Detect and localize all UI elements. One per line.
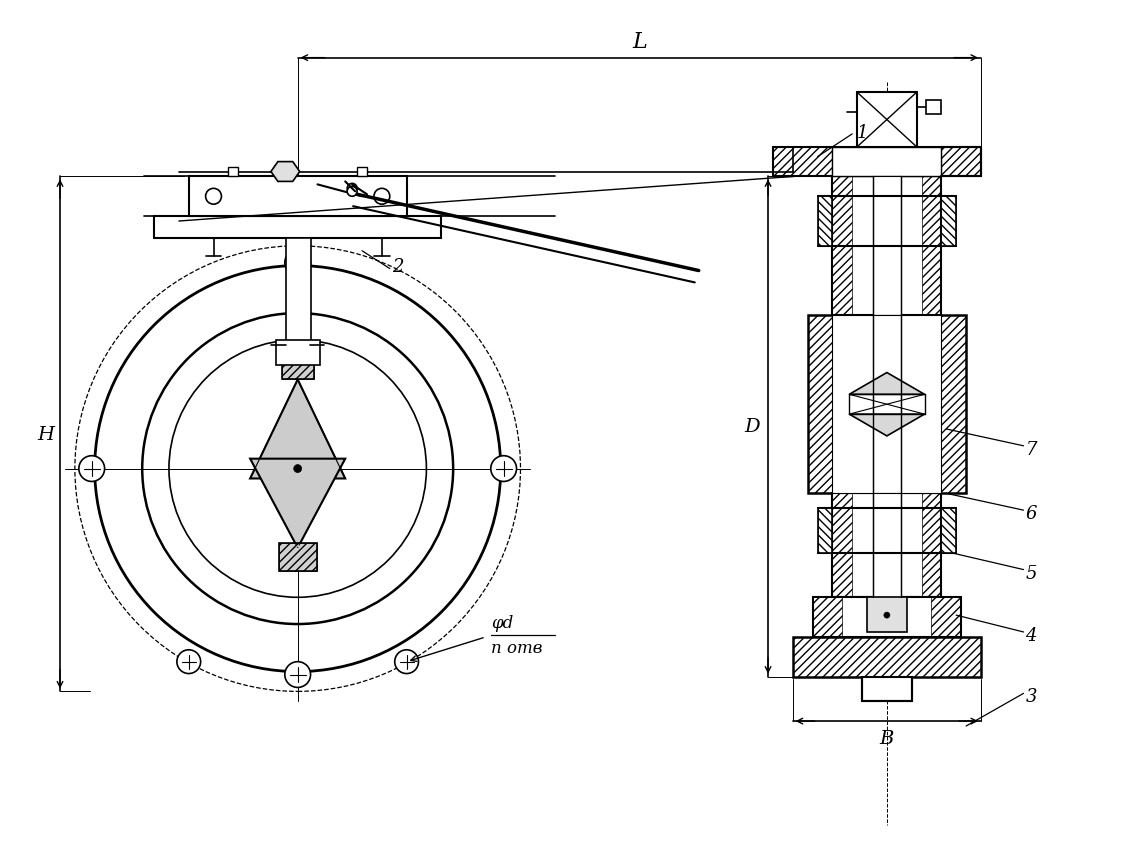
Polygon shape [849, 373, 925, 394]
Circle shape [95, 267, 500, 671]
Polygon shape [250, 380, 345, 479]
Text: B: B [880, 729, 894, 747]
Bar [873, 316, 901, 494]
Bar [832, 494, 853, 597]
Bar [832, 494, 942, 597]
Polygon shape [849, 415, 925, 436]
Bar [773, 147, 980, 177]
Polygon shape [250, 459, 345, 548]
Text: φd: φd [491, 613, 513, 630]
Bar [942, 509, 956, 553]
Text: 4: 4 [1026, 626, 1037, 644]
Bar [921, 494, 942, 597]
Bar [773, 147, 980, 177]
Bar [792, 637, 980, 676]
Bar [813, 597, 842, 637]
Bar [832, 147, 942, 177]
Bar [279, 544, 317, 571]
Circle shape [79, 456, 105, 482]
Text: 7: 7 [1026, 440, 1037, 458]
Circle shape [205, 189, 221, 205]
Bar [813, 597, 961, 637]
Bar [868, 597, 906, 632]
Circle shape [169, 341, 426, 597]
Bar [927, 101, 942, 115]
Bar [154, 216, 441, 239]
Text: L: L [632, 31, 646, 53]
Text: H: H [38, 425, 55, 443]
Circle shape [348, 184, 357, 194]
Bar [873, 177, 901, 316]
Bar [942, 509, 956, 553]
Circle shape [294, 465, 302, 473]
Bar [857, 93, 917, 147]
Bar [286, 239, 310, 350]
Bar [282, 360, 314, 380]
Bar [807, 316, 966, 494]
Bar [817, 197, 832, 246]
Bar [276, 341, 320, 366]
Text: D: D [744, 418, 760, 436]
Bar [792, 637, 980, 676]
Bar [807, 316, 832, 494]
Bar [357, 167, 367, 177]
Circle shape [348, 187, 357, 197]
Text: 6: 6 [1026, 504, 1037, 522]
Bar [862, 676, 912, 701]
Bar [832, 177, 942, 316]
Bar [282, 360, 314, 380]
Text: n отв: n отв [491, 640, 543, 657]
Text: 5: 5 [1026, 564, 1037, 582]
Bar [942, 197, 956, 246]
Bar [942, 316, 966, 494]
Bar [921, 177, 942, 316]
Circle shape [394, 650, 418, 674]
Circle shape [75, 246, 521, 692]
Text: 3: 3 [1026, 688, 1037, 705]
Bar [832, 147, 942, 177]
Bar [931, 597, 961, 637]
Bar [857, 93, 917, 147]
Circle shape [374, 189, 390, 205]
Circle shape [177, 650, 201, 674]
Circle shape [884, 613, 890, 619]
Circle shape [491, 456, 516, 482]
Text: 1: 1 [857, 124, 869, 141]
Circle shape [285, 250, 310, 276]
Circle shape [285, 662, 310, 688]
Bar [817, 509, 832, 553]
Bar [942, 197, 956, 246]
Bar [817, 509, 832, 553]
Bar [228, 167, 238, 177]
Text: 2: 2 [392, 257, 404, 275]
Circle shape [142, 314, 454, 625]
Polygon shape [271, 163, 300, 182]
Bar [832, 177, 853, 316]
Bar [189, 177, 407, 216]
Bar [817, 197, 832, 246]
Bar [873, 494, 901, 597]
Bar [279, 544, 317, 571]
Bar [832, 316, 942, 494]
